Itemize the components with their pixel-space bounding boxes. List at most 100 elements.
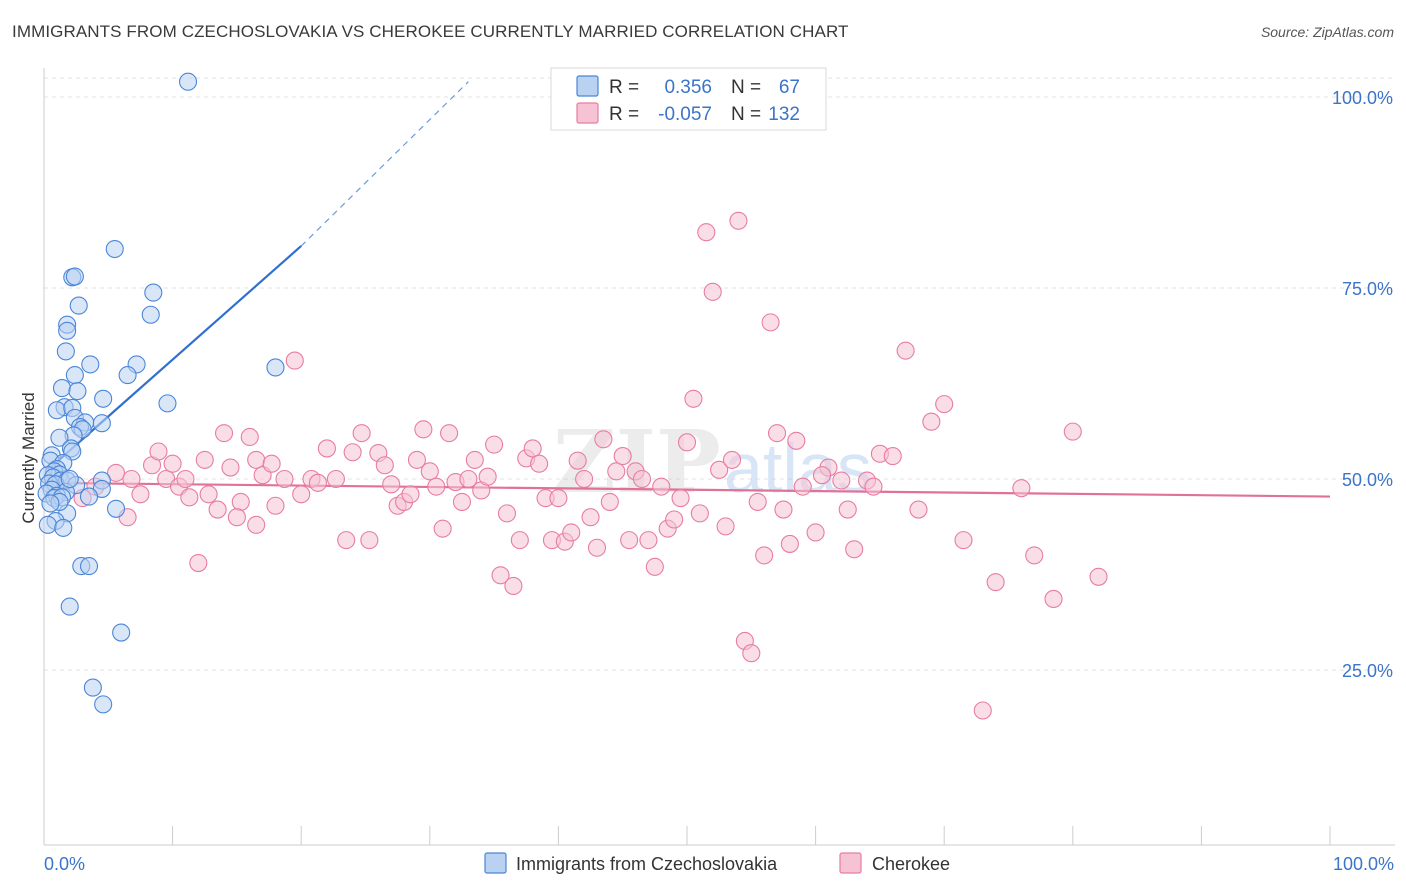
czechoslovakia-point xyxy=(54,518,73,537)
cherokee-point xyxy=(767,424,787,443)
cherokee-point xyxy=(607,462,626,481)
bottom-legend-swatch-blue xyxy=(484,852,507,874)
cherokee-point xyxy=(414,420,433,439)
cherokee-point xyxy=(812,466,832,485)
cherokee-point xyxy=(793,477,812,496)
cherokee-point xyxy=(677,433,697,452)
czechoslovakia-point xyxy=(65,267,84,286)
cherokee-point xyxy=(864,477,883,496)
cherokee-points xyxy=(73,211,1108,720)
cherokee-point xyxy=(375,456,394,475)
cherokee-point xyxy=(845,540,864,559)
cherokee-point xyxy=(382,475,401,494)
cherokee-point xyxy=(652,477,671,496)
trend-lines xyxy=(43,81,1331,498)
cherokee-point xyxy=(600,492,619,511)
cherokee-point xyxy=(247,515,266,534)
cherokee-point xyxy=(697,223,716,242)
legend-n-value-1: 67 xyxy=(779,77,800,98)
grid-lines xyxy=(44,77,1395,671)
czechoslovakia-point xyxy=(178,72,198,91)
legend-r-label-1: R = xyxy=(609,77,639,98)
cherokee-point xyxy=(639,531,658,550)
cherokee-point xyxy=(684,389,703,408)
czechoslovakia-point xyxy=(52,379,72,398)
cherokee-point xyxy=(163,454,182,473)
czechoslovakia-points xyxy=(37,72,285,714)
cherokee-point xyxy=(510,531,529,550)
chart-title: IMMIGRANTS FROM CZECHOSLOVAKIA VS CHEROK… xyxy=(12,22,849,41)
y-tick-labels: 100.0% 75.0% 50.0% 25.0% xyxy=(1332,88,1393,681)
cherokee-point xyxy=(478,467,497,486)
cherokee-point xyxy=(774,500,793,519)
x-tick-label-min: 0.0% xyxy=(44,854,85,874)
cherokee-point xyxy=(407,450,426,469)
czechoslovakia-point xyxy=(94,389,113,408)
bottom-legend-label-cherokee: Cherokee xyxy=(872,854,950,874)
czechoslovakia-point xyxy=(60,469,79,489)
cherokee-point xyxy=(465,450,484,469)
cherokee-point xyxy=(581,508,600,527)
cherokee-point xyxy=(787,431,806,450)
czechoslovakia-point xyxy=(144,283,163,302)
cherokee-point xyxy=(729,211,748,230)
cherokee-point xyxy=(530,454,549,473)
czechoslovakia-point xyxy=(112,623,131,642)
czechoslovakia-point xyxy=(158,394,177,413)
cherokee-point xyxy=(247,450,266,469)
cherokee-point xyxy=(180,488,199,507)
stats-legend: R = 0.356 N = 67 R = -0.057 N = 132 xyxy=(550,67,827,131)
cherokee-point xyxy=(326,469,345,489)
cherokee-point xyxy=(883,447,902,466)
cherokee-point xyxy=(594,430,613,449)
cherokee-point xyxy=(954,531,973,550)
watermark: ZIP atlas xyxy=(553,412,872,513)
cherokee-point xyxy=(575,469,594,489)
legend-n-value-2: 132 xyxy=(768,104,800,125)
cherokee-point xyxy=(149,442,168,461)
cherokee-point xyxy=(690,504,709,523)
cherokee-point xyxy=(337,531,356,550)
cherokee-point xyxy=(806,523,825,542)
cherokee-point xyxy=(131,485,150,504)
cherokee-point xyxy=(352,424,371,443)
cherokee-point xyxy=(504,576,523,596)
cherokee-point xyxy=(922,412,941,431)
y-tick-label: 50.0% xyxy=(1342,470,1393,490)
cherokee-point xyxy=(199,485,218,504)
y-tick-label: 75.0% xyxy=(1342,279,1393,299)
czechoslovakia-point xyxy=(38,515,57,534)
cherokee-point xyxy=(275,469,294,489)
bottom-legend-label-czechoslovakia: Immigrants from Czechoslovakia xyxy=(516,854,778,874)
czechoslovakia-point xyxy=(105,239,124,259)
cherokee-point xyxy=(703,282,722,301)
czechoslovakia-point xyxy=(47,401,66,420)
x-tick-label-max: 100.0% xyxy=(1333,854,1394,874)
cherokee-point xyxy=(420,462,439,481)
cherokee-point xyxy=(176,469,195,489)
czechoslovakia-point xyxy=(94,695,113,714)
cherokee-point xyxy=(285,351,304,370)
source-credit: Source: ZipAtlas.com xyxy=(1260,24,1394,40)
cherokee-point xyxy=(1025,546,1044,565)
cherokee-point xyxy=(838,500,857,519)
cherokee-point xyxy=(710,460,729,479)
legend-r-value-1: 0.356 xyxy=(664,77,712,98)
cherokee-point xyxy=(986,573,1005,592)
cherokee-point xyxy=(308,473,327,492)
cherokee-point xyxy=(266,496,285,515)
cherokee-point xyxy=(613,447,632,466)
cherokee-point xyxy=(195,450,214,469)
trend-line-czechoslovakia-extension xyxy=(300,81,469,247)
czechoslovakia-point xyxy=(83,678,102,697)
czechoslovakia-point xyxy=(141,305,160,324)
cherokee-point xyxy=(292,485,311,504)
cherokee-point xyxy=(189,553,208,573)
cherokee-point xyxy=(491,566,510,585)
cherokee-point xyxy=(748,492,767,511)
legend-swatch-pink xyxy=(576,102,599,124)
cherokee-point xyxy=(780,534,799,553)
y-tick-label: 100.0% xyxy=(1332,88,1393,108)
czechoslovakia-point xyxy=(65,366,84,385)
